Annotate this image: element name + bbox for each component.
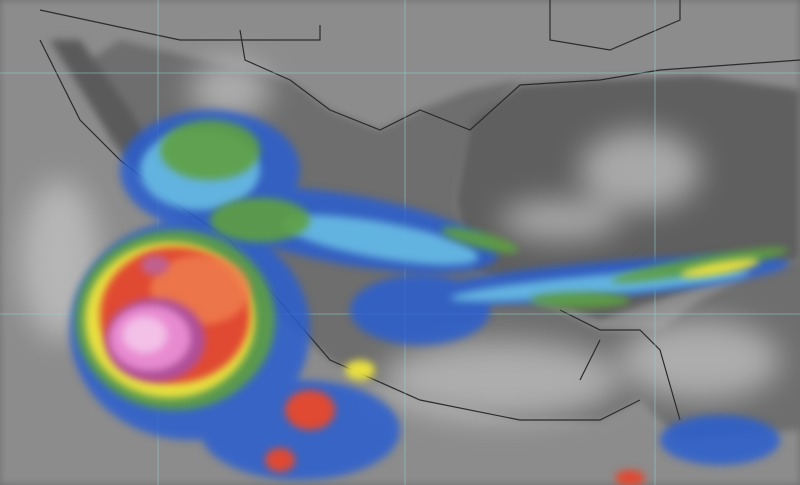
hurricane-core [105,255,205,382]
